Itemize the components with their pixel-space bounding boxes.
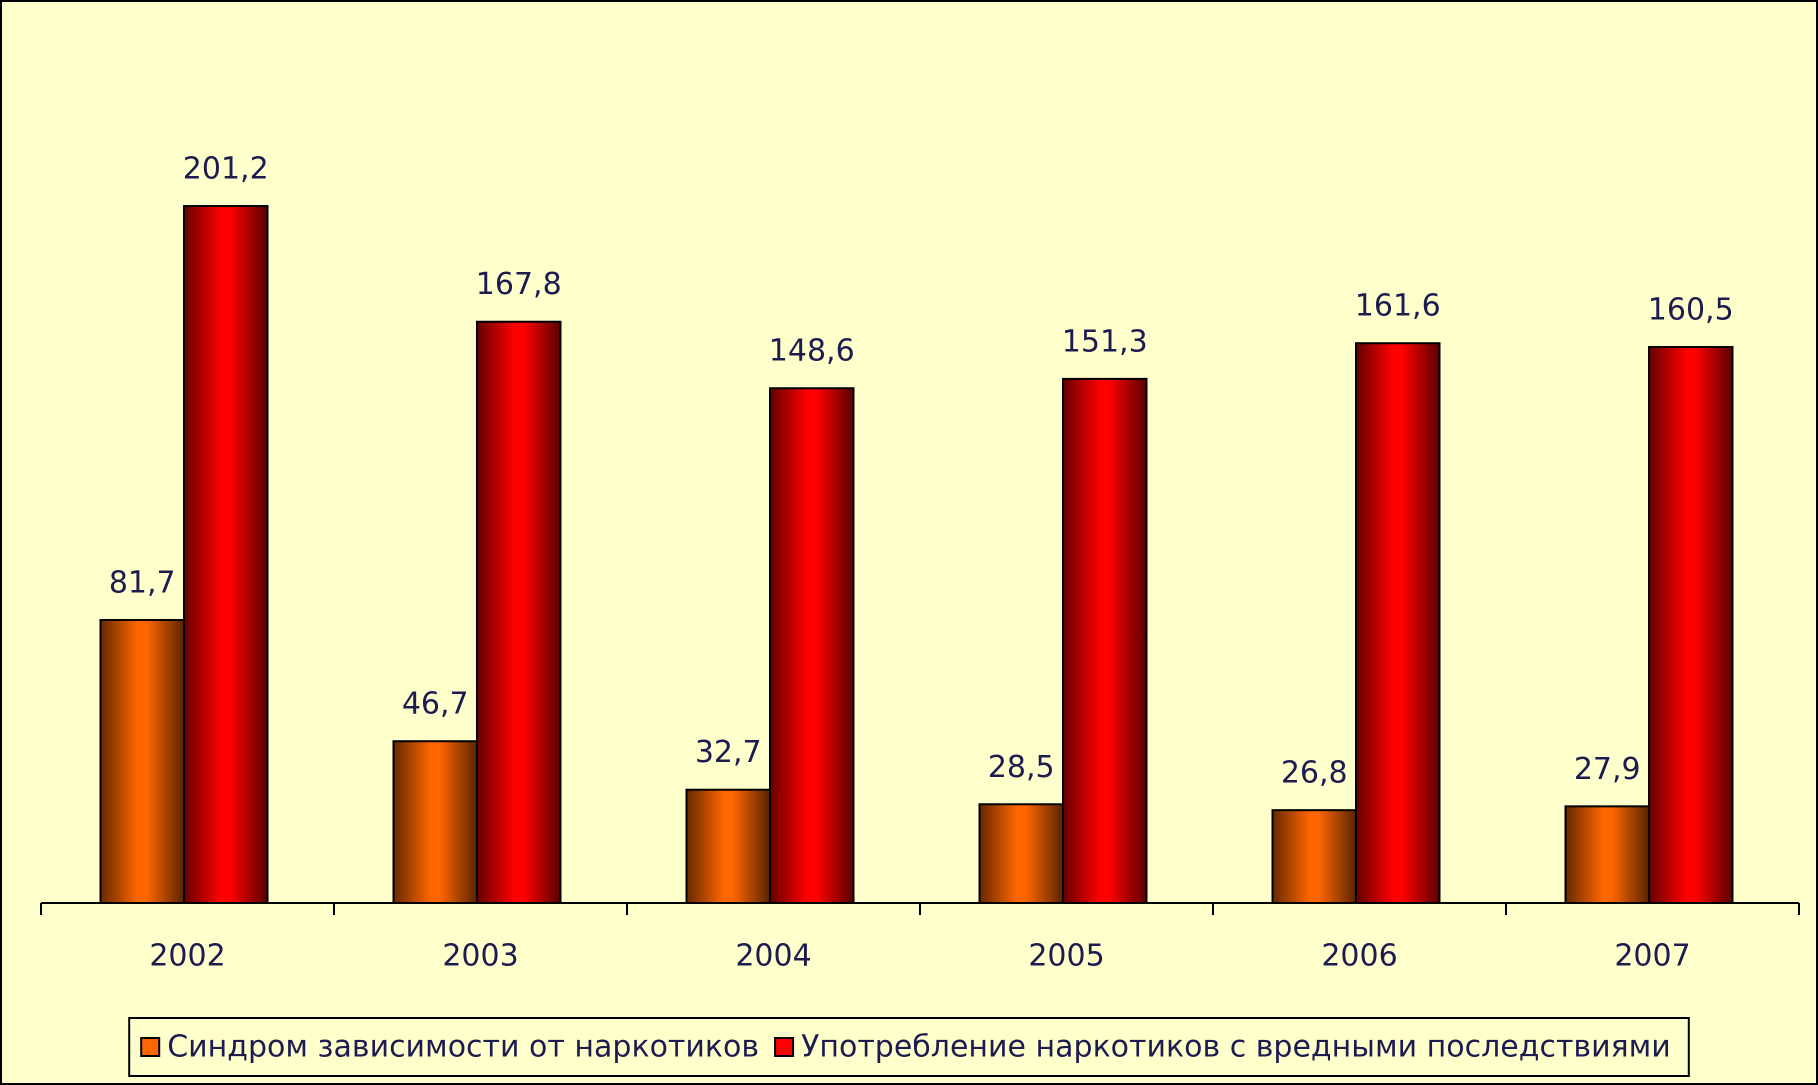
x-tick-label: 2004 — [735, 939, 811, 974]
data-label: 160,5 — [1648, 293, 1734, 328]
bar — [99, 618, 185, 904]
bar — [476, 320, 562, 905]
data-label: 81,7 — [109, 565, 176, 600]
bar — [685, 788, 771, 904]
data-label: 167,8 — [476, 267, 562, 302]
data-label: 26,8 — [1281, 756, 1348, 791]
x-tick-label: 2002 — [149, 939, 225, 974]
x-tick-label: 2003 — [442, 939, 518, 974]
legend-swatch — [774, 1037, 795, 1057]
data-label: 201,2 — [183, 152, 269, 187]
data-label: 27,9 — [1574, 752, 1641, 787]
data-label: 28,5 — [988, 750, 1055, 785]
bar — [183, 205, 269, 904]
x-tick-label: 2007 — [1614, 939, 1690, 974]
data-label: 161,6 — [1355, 289, 1441, 324]
data-label: 148,6 — [769, 334, 855, 369]
legend-box — [128, 1017, 1690, 1077]
x-tick-label: 2006 — [1321, 939, 1397, 974]
legend-swatch — [140, 1037, 161, 1057]
bar — [1564, 805, 1650, 904]
bar — [1062, 377, 1148, 904]
x-tick-label: 2005 — [1028, 939, 1104, 974]
bar — [1271, 809, 1357, 904]
legend: Синдром зависимости от наркотиков Употреб… — [128, 1017, 1690, 1077]
bar — [392, 740, 478, 904]
legend-label: Употребление наркотиков с вредными после… — [801, 1030, 1671, 1065]
bar — [978, 803, 1064, 904]
bar — [1355, 342, 1441, 904]
legend-label: Синдром зависимости от наркотиков — [167, 1030, 759, 1065]
data-label: 46,7 — [402, 687, 469, 722]
data-label: 151,3 — [1062, 324, 1148, 359]
data-label: 32,7 — [695, 735, 762, 770]
bar — [1648, 346, 1734, 904]
bar — [769, 387, 855, 905]
